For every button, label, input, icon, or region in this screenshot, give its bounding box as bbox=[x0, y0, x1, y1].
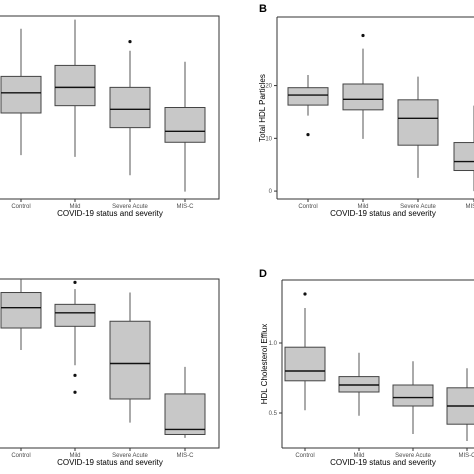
box-control bbox=[287, 75, 329, 137]
iqr-box bbox=[453, 142, 474, 172]
panel-letter: D bbox=[259, 268, 267, 280]
box-mis-c bbox=[164, 61, 206, 192]
outlier-point bbox=[303, 292, 307, 296]
x-tick-label: Control bbox=[11, 453, 30, 459]
x-tick-label: Mild bbox=[357, 204, 368, 210]
iqr-box bbox=[164, 107, 206, 143]
iqr-box bbox=[0, 75, 42, 114]
x-tick-label: Severe Acute bbox=[112, 453, 148, 459]
x-tick-label: Control bbox=[11, 204, 30, 210]
outlier-point bbox=[128, 40, 132, 44]
x-axis-title: COVID-19 status and severity bbox=[330, 209, 436, 218]
box-severe-acute bbox=[392, 361, 434, 434]
x-tick-label: MIS-C bbox=[459, 453, 474, 459]
chart-panel-1: Control Mild Severe Acute MIS-C COVID-19 sta… bbox=[0, 15, 220, 218]
x-tick-label: MIS-C bbox=[177, 204, 195, 210]
x-tick-label: Mild bbox=[353, 453, 364, 459]
x-axis-title: COVID-19 status and severity bbox=[57, 458, 163, 467]
panel-border bbox=[0, 278, 220, 449]
panel-border bbox=[0, 15, 220, 200]
x-tick-label: Severe Acute bbox=[112, 204, 148, 210]
y-tick-label: 1.0 bbox=[269, 341, 278, 347]
y-tick-label: 0.5 bbox=[269, 411, 278, 417]
x-tick-label: Mild bbox=[69, 453, 80, 459]
y-tick-label: 0 bbox=[269, 189, 273, 195]
x-axis-title: COVID-19 status and severity bbox=[330, 458, 436, 467]
box-severe-acute bbox=[397, 76, 439, 178]
iqr-box bbox=[392, 384, 434, 407]
x-tick-label: Severe Acute bbox=[400, 204, 436, 210]
box-severe-acute bbox=[109, 292, 151, 423]
x-tick-label: MIS-C bbox=[177, 453, 195, 459]
y-tick-label: 20 bbox=[265, 84, 272, 90]
x-tick-label: Severe Acute bbox=[395, 453, 431, 459]
iqr-box bbox=[54, 303, 96, 327]
iqr-box bbox=[287, 87, 329, 106]
outlier-point bbox=[73, 390, 77, 394]
x-tick-label: Mild bbox=[69, 204, 80, 210]
outlier-point bbox=[306, 133, 310, 137]
box-mild bbox=[338, 352, 380, 416]
box-control bbox=[0, 279, 42, 350]
iqr-box bbox=[397, 99, 439, 146]
box-mild bbox=[342, 33, 384, 139]
iqr-box bbox=[284, 346, 326, 382]
iqr-box bbox=[164, 393, 206, 435]
box-severe-acute bbox=[109, 40, 151, 176]
box-control bbox=[0, 28, 42, 156]
iqr-box bbox=[109, 320, 151, 400]
x-tick-label: Control bbox=[295, 453, 314, 459]
iqr-box bbox=[54, 64, 96, 107]
x-tick-label: Control bbox=[298, 204, 317, 210]
box-mis-c bbox=[164, 366, 206, 438]
y-axis-title: Total HDL Particles bbox=[258, 74, 267, 142]
outlier-point bbox=[361, 33, 365, 38]
y-tick-label: 10 bbox=[265, 136, 272, 142]
box-mis-c bbox=[446, 368, 474, 441]
box-mild bbox=[54, 19, 96, 157]
iqr-box bbox=[0, 292, 42, 329]
box-mild bbox=[54, 280, 96, 394]
box-mis-c bbox=[453, 105, 474, 192]
panel-letter: B bbox=[259, 3, 267, 15]
chart-panel-3: Control Mild Severe Acute MIS-C COVID-19 sta… bbox=[0, 278, 220, 467]
box-control bbox=[284, 292, 326, 411]
outlier-point bbox=[73, 373, 77, 377]
iqr-box bbox=[342, 83, 384, 111]
x-tick-label: MIS-C bbox=[466, 204, 474, 210]
outlier-point bbox=[73, 280, 77, 284]
y-axis-title: HDL Cholesterol Efflux bbox=[260, 324, 269, 404]
x-axis-title: COVID-19 status and severity bbox=[57, 209, 163, 218]
iqr-box bbox=[109, 86, 151, 129]
